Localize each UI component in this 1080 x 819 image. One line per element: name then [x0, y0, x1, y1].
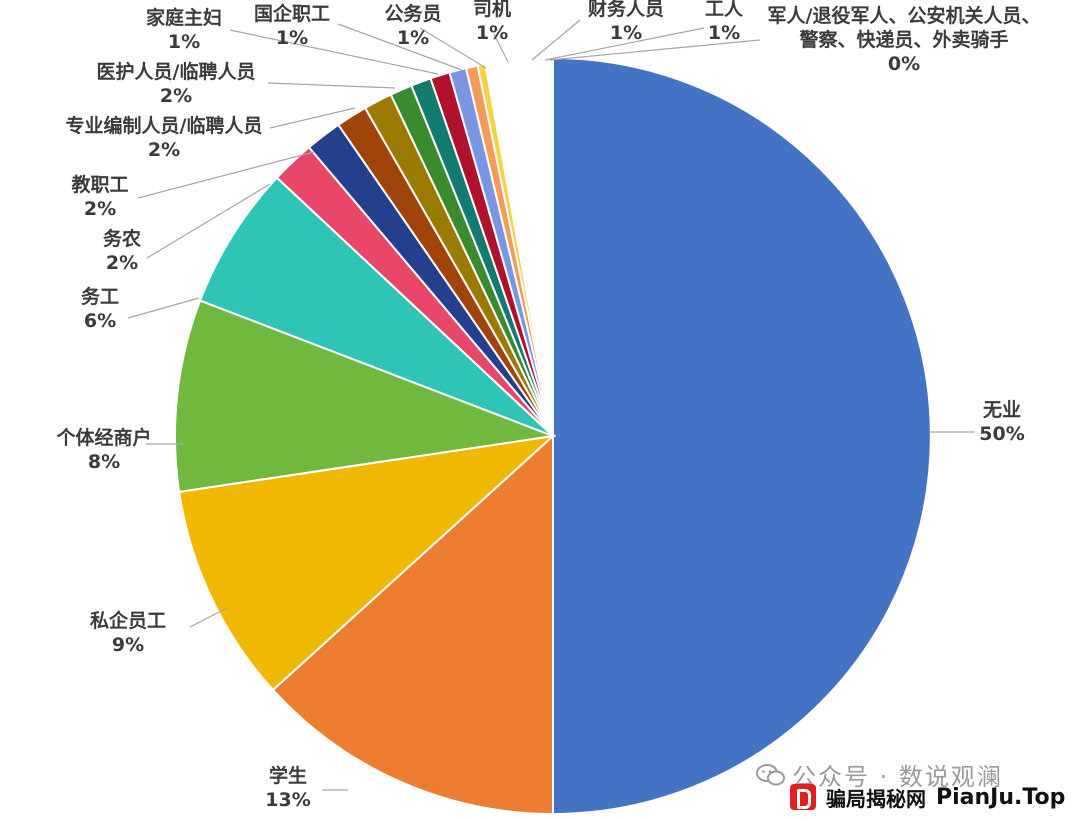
leader-line-13 [531, 19, 581, 61]
slice-label-name: 务农 [103, 227, 141, 250]
slice-label-name: 司机 [473, 0, 511, 20]
wechat-icon [756, 763, 785, 785]
slice-label-name: 警察、快递员、外卖骑手 [799, 28, 1008, 51]
pie-slice-2 [178, 434, 557, 692]
pie-slice-15 [484, 62, 554, 437]
slice-labels: 无业 50%学生 13%私企员工 9%个体经商户 8%务工 6%务农 2%教职工 2%专业编制… [55, 0, 1040, 811]
slice-label-value: 8% [88, 451, 120, 473]
brand-name-en: PianJu.Top [936, 784, 1066, 810]
leader-line-12 [493, 33, 509, 63]
watermark-text: 公众号 · 数说观澜 [792, 763, 1003, 791]
slice-label-11: 公务员 1% [384, 2, 441, 49]
slice-label-name: 私企员工 [90, 609, 166, 632]
brand-name-cn: 骗局揭秘网 [826, 786, 926, 811]
slice-label-name: 务工 [81, 285, 119, 308]
leader-lines [127, 19, 975, 791]
slice-label-name: 工人 [705, 0, 744, 20]
leader-line-9 [229, 29, 439, 75]
leader-line-5 [146, 183, 271, 259]
pie-slices [174, 56, 932, 816]
slice-label-4: 务工 6% [81, 285, 119, 332]
slice-label-3: 个体经商户 8% [55, 426, 151, 473]
slice-label-value: 1% [168, 31, 200, 53]
slice-label-name: 医护人员/临聘人员 [97, 60, 256, 83]
slice-label-5: 务农 2% [103, 227, 141, 274]
slice-label-2: 私企员工 9% [90, 609, 166, 656]
leader-line-15 [549, 39, 761, 61]
pianju-logo-icon [790, 784, 816, 810]
brand-badge: 骗局揭秘网 PianJu.Top [790, 782, 1065, 812]
slice-label-10: 国企职工 1% [254, 2, 330, 49]
slice-label-value: 2% [160, 85, 192, 107]
slice-label-14: 工人 1% [705, 0, 744, 44]
wechat-watermark: 公众号 · 数说观澜 [756, 757, 1056, 791]
slice-label-0: 无业 50% [979, 399, 1024, 445]
leader-line-11 [419, 27, 487, 69]
leader-line-7 [269, 107, 356, 129]
slice-label-value: 1% [276, 27, 308, 49]
slice-label-name: 无业 [983, 399, 1021, 421]
slice-label-name: 专业编制人员/临聘人员 [66, 114, 263, 137]
leader-line-10 [337, 23, 463, 71]
slice-label-1: 学生 13% [265, 764, 310, 811]
slice-label-value: 2% [106, 252, 138, 274]
slice-label-name: 财务人员 [588, 0, 664, 20]
slice-label-12: 司机 1% [473, 0, 511, 44]
slice-label-6: 教职工 2% [71, 173, 128, 220]
slice-label-value: 0% [888, 53, 920, 75]
slice-label-value: 1% [610, 22, 642, 44]
pie-slice-1 [271, 433, 554, 816]
leader-line-8 [267, 82, 396, 89]
slice-label-7: 专业编制人员/临聘人员 2% [66, 114, 263, 161]
slice-label-15: 军人/退役军人、公安机关人员、警察、快递员、外卖骑手 0% [768, 4, 1041, 75]
slice-label-value: 1% [476, 22, 508, 44]
slice-label-name: 公务员 [384, 2, 441, 25]
slice-label-value: 6% [84, 310, 116, 332]
slice-label-name: 教职工 [71, 173, 128, 196]
slice-label-value: 13% [265, 789, 310, 811]
slice-label-8: 医护人员/临聘人员 2% [97, 60, 256, 107]
slice-label-name: 国企职工 [254, 2, 330, 25]
slice-label-value: 2% [148, 139, 180, 161]
slice-label-value: 50% [979, 423, 1024, 445]
slice-label-value: 9% [112, 634, 144, 656]
leader-line-4 [127, 297, 200, 319]
slice-label-name: 个体经商户 [55, 426, 151, 449]
slice-label-13: 财务人员 1% [588, 0, 664, 44]
slice-label-value: 1% [708, 22, 740, 44]
pie-slice-4 [198, 176, 554, 437]
slice-label-value: 1% [397, 27, 429, 49]
pie-slice-0 [552, 56, 932, 816]
slice-label-9: 家庭主妇 1% [146, 6, 222, 53]
leader-line-2 [189, 607, 228, 628]
slice-label-value: 2% [84, 198, 116, 220]
leader-line-14 [544, 27, 705, 61]
pie-slice-3 [174, 299, 557, 494]
leader-line-6 [137, 151, 315, 199]
slice-label-name: 学生 [269, 764, 307, 787]
slice-label-name: 军人/退役军人、公安机关人员、 [768, 4, 1041, 27]
slice-label-name: 家庭主妇 [146, 6, 222, 29]
